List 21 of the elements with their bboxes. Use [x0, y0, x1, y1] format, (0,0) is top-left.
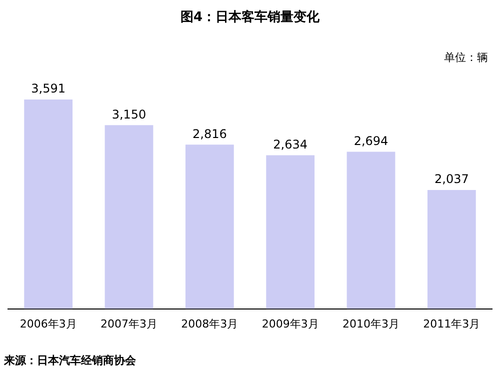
bar — [104, 125, 154, 309]
bar — [346, 152, 396, 309]
data-label: 3,150 — [112, 107, 146, 122]
x-tick-label: 2011年3月 — [423, 317, 480, 330]
source-note: 来源：日本汽车经销商协会 — [4, 353, 136, 368]
chart-title: 图4：日本客车销量变化 — [180, 9, 321, 26]
x-tick-label: 2010年3月 — [342, 317, 400, 330]
data-label: 3,591 — [31, 82, 66, 96]
bar — [427, 190, 476, 309]
x-tick-label: 2006年3月 — [20, 317, 77, 330]
data-label: 2,694 — [354, 134, 388, 148]
x-tick-label: 2009年3月 — [262, 317, 319, 330]
bar — [185, 144, 234, 309]
text: 单位：辆 — [444, 50, 488, 65]
bar — [24, 99, 73, 309]
bar — [266, 155, 315, 309]
x-tick-label: 2008年3月 — [181, 317, 238, 330]
x-tick-label: 2007年3月 — [100, 317, 158, 330]
data-label: 2,634 — [273, 137, 308, 152]
data-label: 2,816 — [192, 126, 227, 141]
data-label: 2,037 — [434, 172, 469, 186]
